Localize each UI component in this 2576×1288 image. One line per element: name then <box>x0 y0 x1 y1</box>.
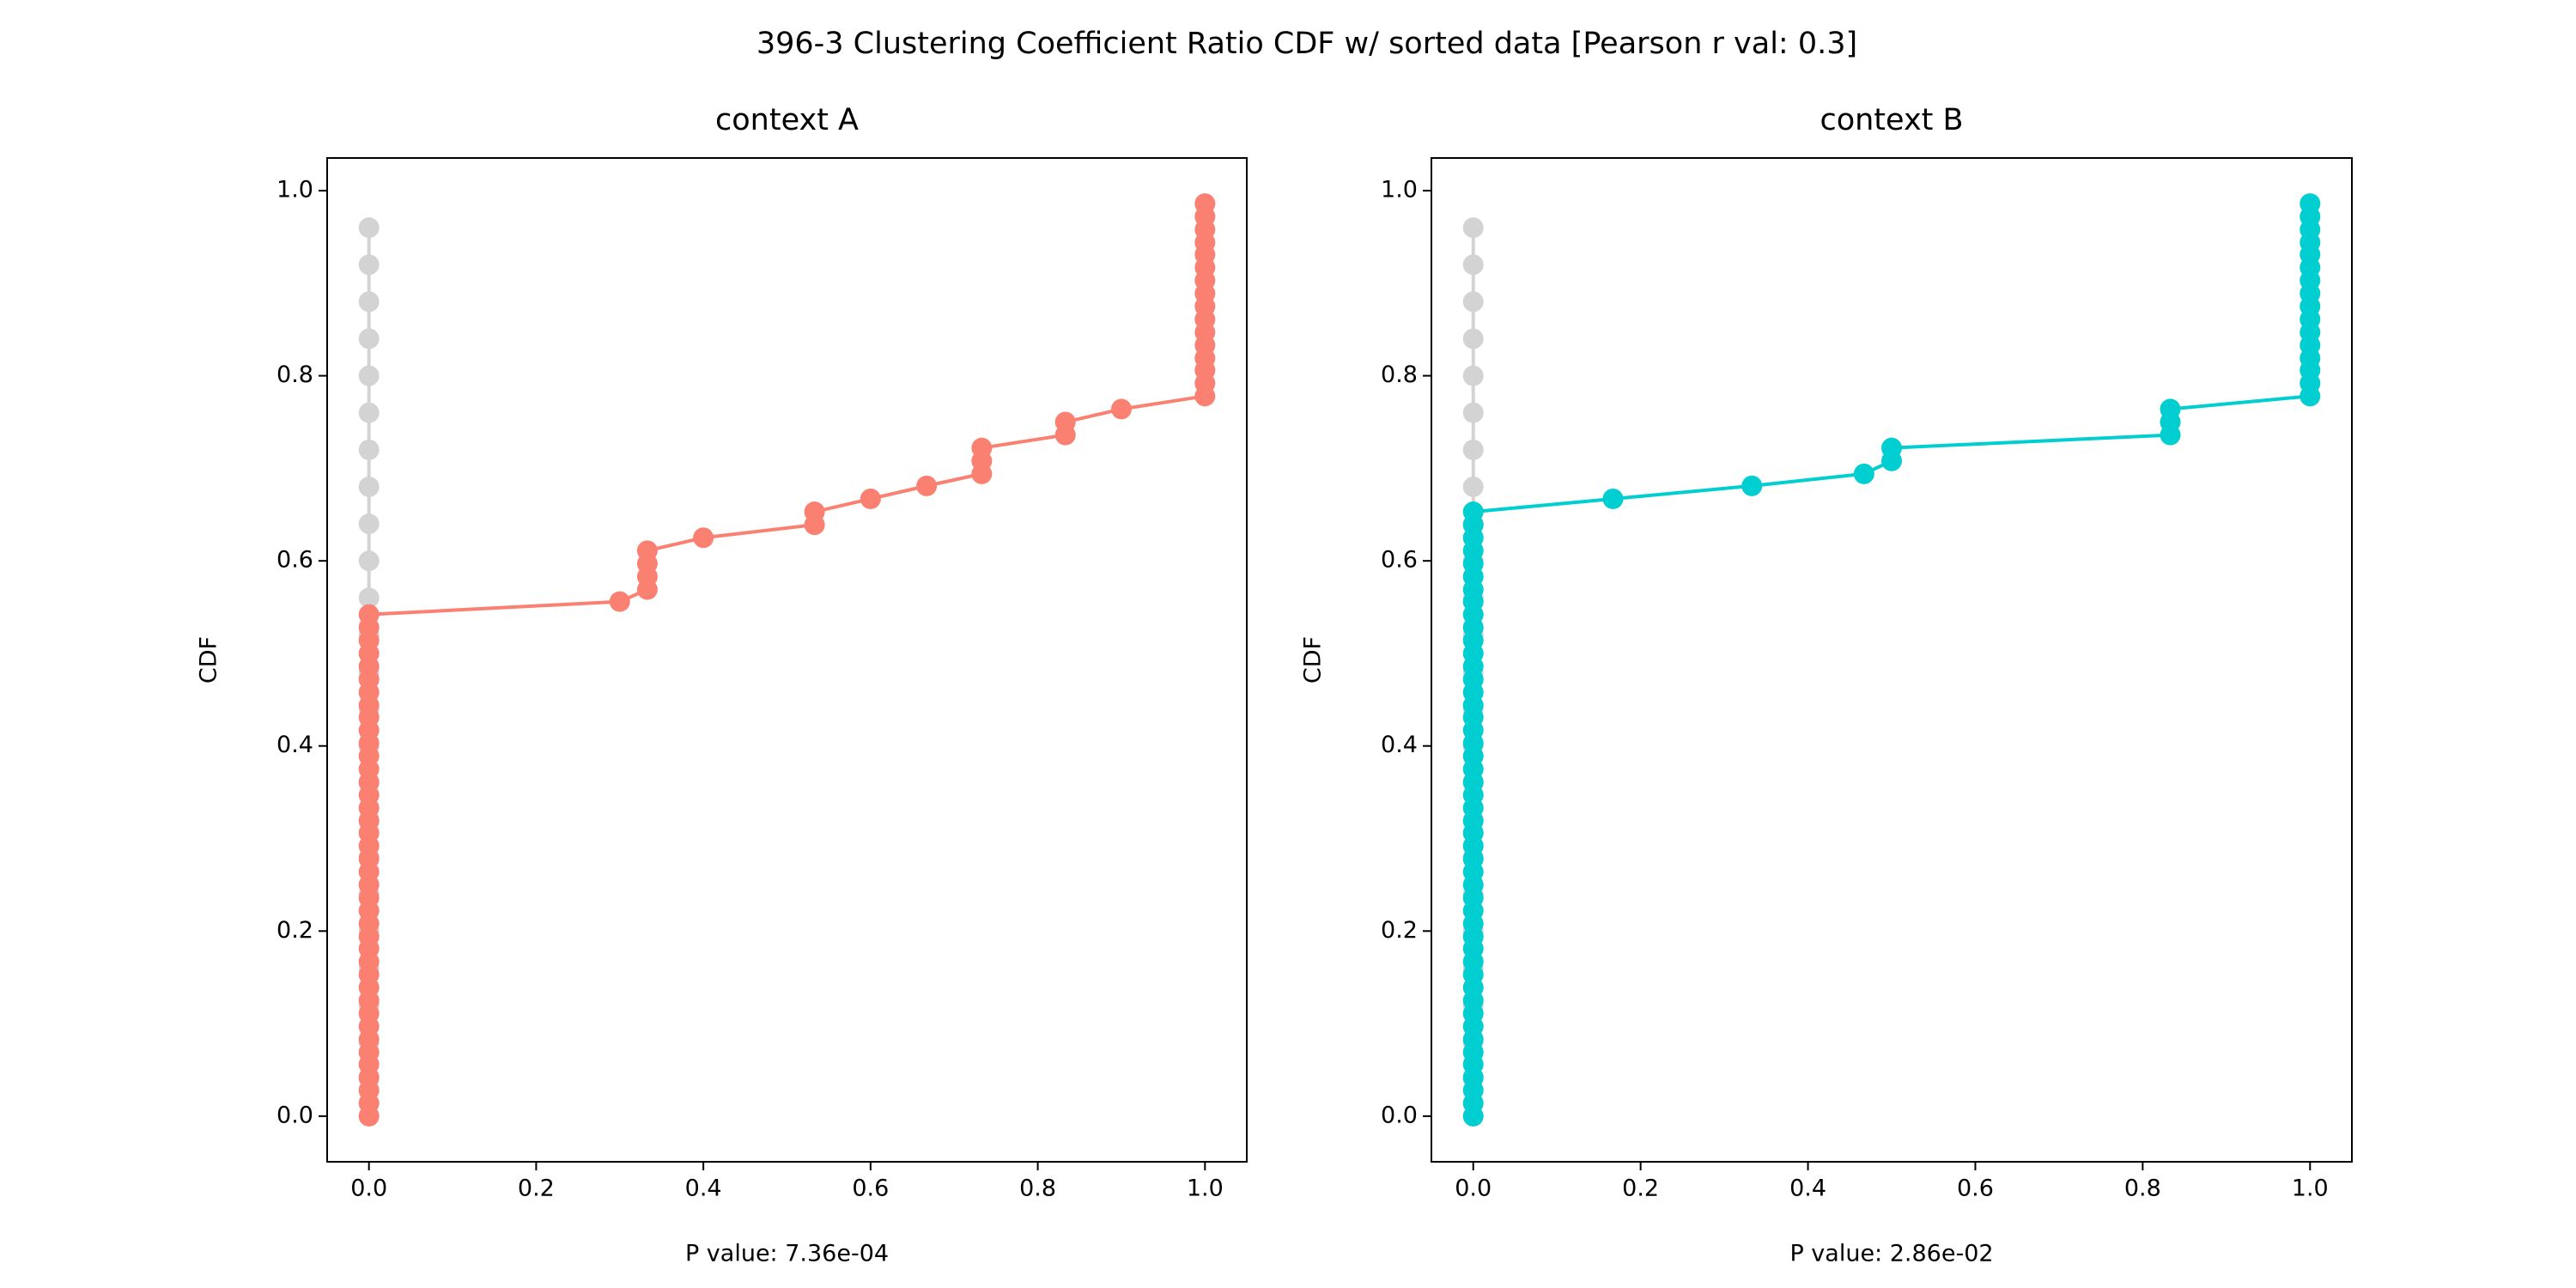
data-point <box>804 501 825 523</box>
x-tick-label: 0.6 <box>852 1176 889 1202</box>
y-tick-label: 1.0 <box>276 177 313 204</box>
data-point <box>1602 488 1624 509</box>
x-tick-label: 0.8 <box>1019 1176 1056 1202</box>
y-tick-label: 1.0 <box>1381 177 1418 204</box>
x-tick-label: 0.4 <box>1789 1176 1826 1202</box>
y-tick-label: 0.4 <box>276 732 313 758</box>
y-tick-label: 0.6 <box>1381 547 1418 574</box>
x-axis-label: P value: 7.36e-04 <box>685 1241 889 1267</box>
data-point <box>971 437 993 459</box>
data-point <box>358 476 380 497</box>
data-point <box>358 550 380 572</box>
data-point <box>1462 328 1484 349</box>
data-point <box>358 365 380 386</box>
data-point <box>636 540 658 562</box>
y-tick-label: 0.6 <box>276 547 313 574</box>
y-tick-label: 0.2 <box>276 917 313 944</box>
x-tick-label: 0.8 <box>2124 1176 2161 1202</box>
data-point <box>1110 398 1132 420</box>
x-tick-label: 1.0 <box>1187 1176 1224 1202</box>
data-point <box>358 291 380 313</box>
axes-title: context B <box>1820 103 1963 137</box>
data-point <box>1462 254 1484 276</box>
data-point <box>1853 463 1874 484</box>
data-point <box>1462 217 1484 239</box>
data-point <box>2300 193 2321 215</box>
data-point <box>358 254 380 276</box>
y-tick-label: 0.4 <box>1381 732 1418 758</box>
x-tick-label: 0.2 <box>1622 1176 1659 1202</box>
axes-frame <box>326 157 1248 1163</box>
data-point <box>916 475 938 496</box>
x-tick-label: 0.6 <box>1957 1176 1994 1202</box>
data-point <box>358 604 380 625</box>
data-point <box>1741 475 1763 496</box>
data-point <box>693 527 714 549</box>
x-tick-label: 1.0 <box>2292 1176 2329 1202</box>
y-tick-label: 0.8 <box>276 361 313 388</box>
data-point <box>1881 437 1902 459</box>
data-point <box>1054 411 1076 433</box>
y-tick-label: 0.0 <box>1381 1102 1418 1128</box>
data-point <box>1462 476 1484 497</box>
x-tick-label: 0.0 <box>1455 1176 1492 1202</box>
data-point <box>358 513 380 535</box>
y-axis-label: CDF <box>1300 636 1327 683</box>
y-axis-label: CDF <box>196 636 222 683</box>
data-point <box>358 439 380 460</box>
data-point <box>860 488 881 509</box>
y-tick-label: 0.8 <box>1381 361 1418 388</box>
data-point <box>358 217 380 239</box>
figure-title: 396-3 Clustering Coefficient Ratio CDF w… <box>756 27 1857 61</box>
x-tick-label: 0.2 <box>518 1176 555 1202</box>
x-tick-label: 0.0 <box>350 1176 387 1202</box>
data-point <box>1462 291 1484 313</box>
data-point <box>2160 398 2181 420</box>
data-point <box>609 591 630 612</box>
axes-title: context A <box>715 103 859 137</box>
data-point <box>358 587 380 609</box>
data-point <box>1462 501 1484 523</box>
data-point <box>1462 402 1484 423</box>
data-point <box>1194 193 1216 215</box>
y-tick-label: 0.2 <box>1381 917 1418 944</box>
data-point <box>1462 439 1484 460</box>
x-axis-label: P value: 2.86e-02 <box>1789 1241 1993 1267</box>
y-tick-label: 0.0 <box>276 1102 313 1128</box>
axes-frame <box>1431 157 2353 1163</box>
data-point <box>358 328 380 349</box>
x-tick-label: 0.4 <box>685 1176 722 1202</box>
data-point <box>358 402 380 423</box>
data-point <box>1462 365 1484 386</box>
